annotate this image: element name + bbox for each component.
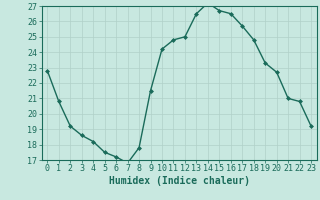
X-axis label: Humidex (Indice chaleur): Humidex (Indice chaleur) [109, 176, 250, 186]
